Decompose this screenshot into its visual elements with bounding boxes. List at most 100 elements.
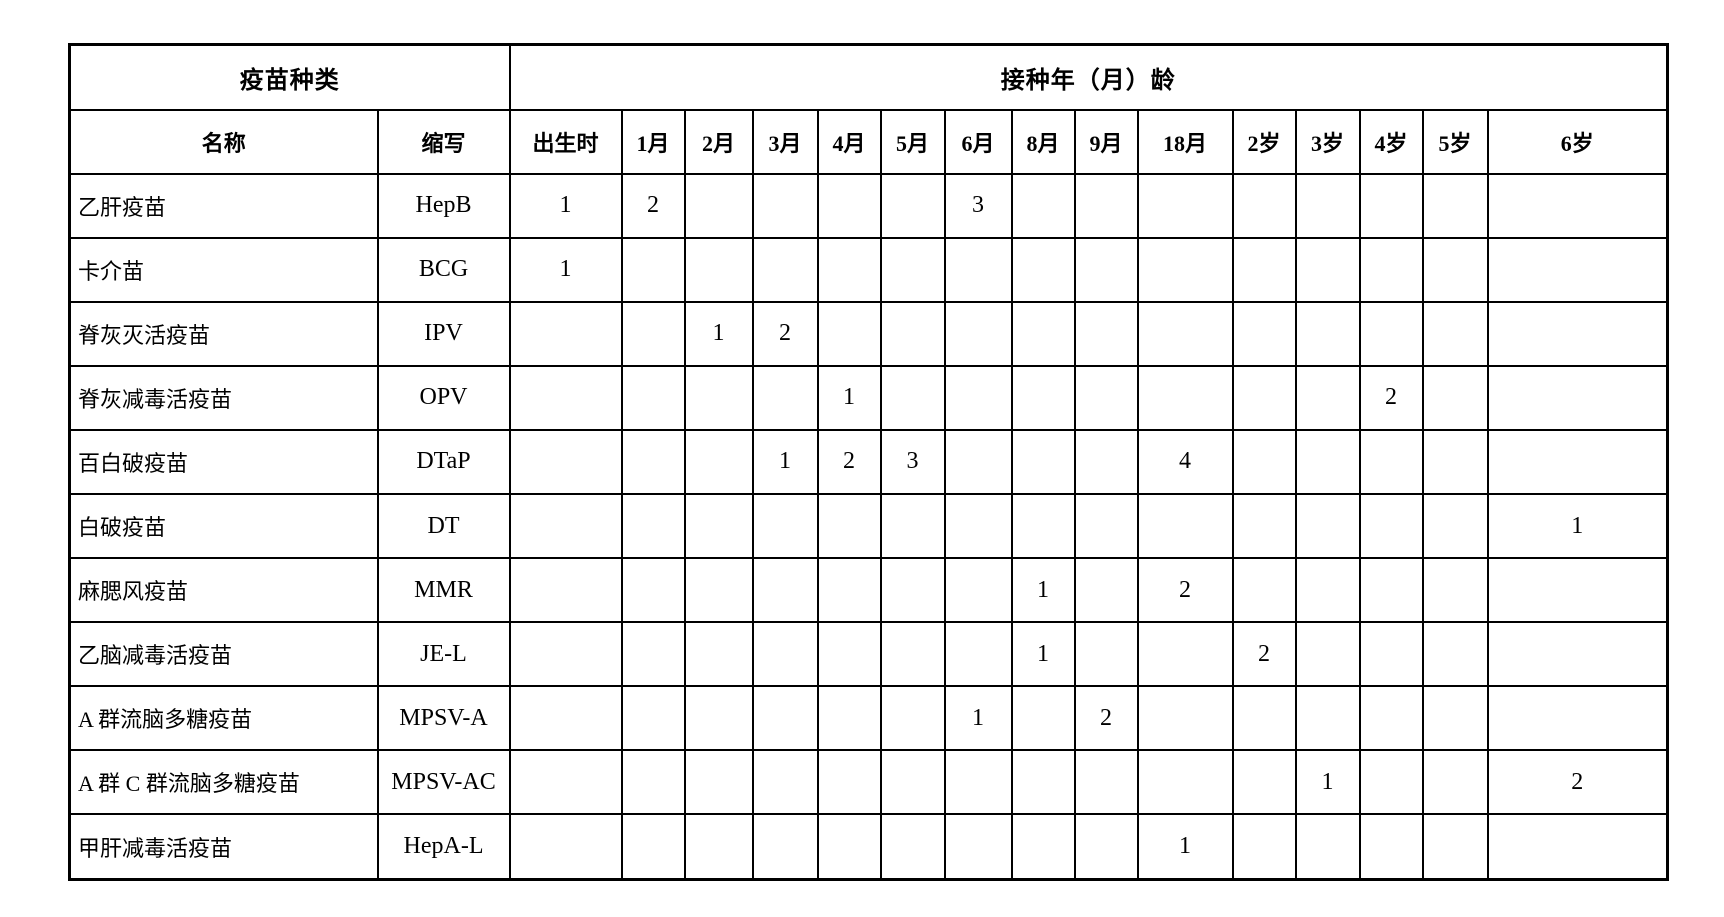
- dose-cell: 2: [620, 172, 686, 239]
- dose-cell: [751, 749, 819, 816]
- vaccine-name-cell: 乙肝疫苗: [68, 172, 379, 239]
- dose-cell: [620, 492, 686, 560]
- dose-cell: [620, 621, 686, 688]
- vaccine-abbr-cell: HepA-L: [376, 813, 511, 881]
- dose-cell: [1231, 685, 1297, 752]
- dose-cell: [620, 300, 686, 367]
- dose-cell: [1136, 300, 1234, 367]
- dose-cell: [1073, 300, 1139, 367]
- age-column-header: 2岁: [1231, 108, 1297, 175]
- dose-cell: 3: [879, 428, 946, 495]
- dose-cell: [1358, 813, 1424, 881]
- dose-cell: [1358, 300, 1424, 367]
- dose-cell: [1358, 685, 1424, 752]
- dose-cell: [1231, 428, 1297, 495]
- table-row: A 群 C 群流脑多糖疫苗 MPSV-AC 1 2: [68, 749, 1669, 816]
- dose-cell: [1136, 621, 1234, 688]
- table-row: 甲肝减毒活疫苗 HepA-L 1: [68, 813, 1669, 881]
- dose-cell: [1231, 813, 1297, 881]
- dose-cell: [943, 557, 1013, 624]
- dose-cell: [1294, 428, 1361, 495]
- dose-cell: [620, 813, 686, 881]
- dose-cell: [508, 428, 623, 495]
- dose-cell: [879, 236, 946, 303]
- table-row: 百白破疫苗 DTaP 1 2 3 4: [68, 428, 1669, 495]
- age-column-header: 9月: [1073, 108, 1139, 175]
- vaccine-type-title: 疫苗种类: [68, 43, 511, 111]
- dose-cell: [1073, 813, 1139, 881]
- vaccine-name-cell: 白破疫苗: [68, 492, 379, 560]
- dose-cell: [879, 813, 946, 881]
- vaccine-abbr-cell: DTaP: [376, 428, 511, 495]
- dose-cell: [943, 364, 1013, 431]
- dose-cell: [1486, 685, 1669, 752]
- dose-cell: [1010, 428, 1076, 495]
- table-row: 卡介苗 BCG 1: [68, 236, 1669, 303]
- dose-cell: [1358, 428, 1424, 495]
- dose-cell: [1358, 492, 1424, 560]
- dose-cell: [816, 685, 882, 752]
- dose-cell: 1: [683, 300, 754, 367]
- dose-cell: [1421, 300, 1489, 367]
- vaccine-abbr-cell: MPSV-AC: [376, 749, 511, 816]
- dose-cell: [879, 300, 946, 367]
- dose-cell: [1010, 749, 1076, 816]
- age-column-header: 2月: [683, 108, 754, 175]
- dose-cell: [1486, 172, 1669, 239]
- dose-cell: [683, 685, 754, 752]
- dose-cell: [620, 685, 686, 752]
- dose-cell: [1010, 172, 1076, 239]
- dose-cell: [1486, 236, 1669, 303]
- age-column-header: 4月: [816, 108, 882, 175]
- dose-cell: 2: [751, 300, 819, 367]
- dose-cell: [1358, 621, 1424, 688]
- table-row: 脊灰减毒活疫苗 OPV 1 2: [68, 364, 1669, 431]
- dose-cell: [1010, 492, 1076, 560]
- dose-cell: [1421, 749, 1489, 816]
- vaccination-schedule-table: 疫苗种类 接种年（月）龄 名称 缩写 出生时 1月 2月 3月 4月 5月 6月 8月 9月 18…: [68, 43, 1670, 881]
- dose-cell: [1136, 492, 1234, 560]
- vaccine-name-cell: 麻腮风疫苗: [68, 557, 379, 624]
- dose-cell: [879, 621, 946, 688]
- vaccine-name-cell: 脊灰减毒活疫苗: [68, 364, 379, 431]
- dose-cell: [508, 621, 623, 688]
- dose-cell: [816, 813, 882, 881]
- dose-cell: [1136, 236, 1234, 303]
- dose-cell: [1231, 236, 1297, 303]
- dose-cell: [1010, 364, 1076, 431]
- dose-cell: [1231, 557, 1297, 624]
- vaccine-name-cell: 甲肝减毒活疫苗: [68, 813, 379, 881]
- dose-cell: [879, 364, 946, 431]
- name-column-header: 名称: [68, 108, 379, 175]
- age-column-header: 1月: [620, 108, 686, 175]
- dose-cell: [816, 172, 882, 239]
- dose-cell: [1231, 172, 1297, 239]
- age-column-header: 3月: [751, 108, 819, 175]
- dose-cell: [1486, 300, 1669, 367]
- dose-cell: [1073, 428, 1139, 495]
- vaccine-abbr-cell: HepB: [376, 172, 511, 239]
- dose-cell: [1486, 428, 1669, 495]
- age-column-header: 3岁: [1294, 108, 1361, 175]
- vaccine-name-cell: 百白破疫苗: [68, 428, 379, 495]
- dose-cell: [1231, 492, 1297, 560]
- dose-cell: [1136, 364, 1234, 431]
- dose-cell: [1010, 813, 1076, 881]
- age-title: 接种年（月）龄: [508, 43, 1669, 111]
- dose-cell: 1: [508, 172, 623, 239]
- dose-cell: [943, 236, 1013, 303]
- dose-cell: [1010, 685, 1076, 752]
- dose-cell: [943, 300, 1013, 367]
- dose-cell: [1073, 236, 1139, 303]
- age-column-header: 8月: [1010, 108, 1076, 175]
- vaccine-name-cell: A 群流脑多糖疫苗: [68, 685, 379, 752]
- dose-cell: [683, 364, 754, 431]
- dose-cell: [816, 749, 882, 816]
- dose-cell: [879, 172, 946, 239]
- dose-cell: [751, 685, 819, 752]
- dose-cell: 4: [1136, 428, 1234, 495]
- table-row: 乙脑减毒活疫苗 JE-L 1 2: [68, 621, 1669, 688]
- dose-cell: [1294, 492, 1361, 560]
- dose-cell: [508, 364, 623, 431]
